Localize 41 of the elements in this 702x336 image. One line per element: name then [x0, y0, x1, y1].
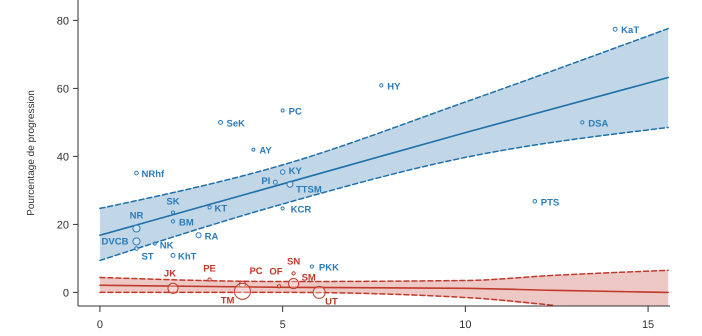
- annotation: PI: [261, 176, 270, 188]
- annotation: AY: [259, 146, 272, 157]
- annotation: DSA: [588, 118, 608, 130]
- annotation: NRhf: [141, 169, 165, 180]
- annotation: PE: [203, 263, 216, 274]
- annotation: BM: [179, 217, 194, 228]
- y-axis-title: Pourcentage de progression: [26, 90, 37, 216]
- annotation: KCR: [290, 204, 312, 216]
- annotation: DVCB: [102, 236, 129, 248]
- annotation: PTS: [540, 197, 560, 208]
- annotation: ST: [141, 252, 154, 263]
- annotation: SM: [302, 272, 316, 284]
- annotation: KaT: [621, 25, 640, 36]
- annotation: PC: [288, 106, 302, 118]
- annotation: PKK: [318, 262, 340, 274]
- annotation: TTSM: [296, 184, 322, 196]
- x-tick-label: 5: [280, 319, 286, 331]
- y-tick-label: 20: [56, 219, 69, 232]
- annotation: RA: [204, 231, 218, 242]
- line-series: [99, 284, 669, 294]
- y-tick-label: 40: [56, 151, 69, 164]
- annotation: PC: [249, 266, 263, 278]
- annotation: OF: [269, 266, 283, 278]
- annotation: SeK: [226, 118, 246, 130]
- annotation: KT: [214, 203, 228, 214]
- x-tick-label: 0: [96, 319, 103, 331]
- annotation: JK: [164, 268, 176, 280]
- annotation: NK: [160, 240, 174, 252]
- annotation: KY: [288, 166, 303, 178]
- y-tick-label: 60: [56, 83, 69, 96]
- y-tick-label: 80: [56, 15, 69, 28]
- annotation: KhT: [178, 251, 197, 262]
- annotation: SN: [287, 256, 300, 268]
- annotation: HY: [387, 81, 402, 92]
- annotation: TM: [220, 295, 235, 306]
- x-tick-label: 15: [642, 319, 654, 331]
- x-tick-label: 10: [459, 319, 472, 331]
- y-tick-label: 0: [62, 287, 69, 300]
- annotation: UT: [325, 296, 338, 308]
- annotation: SK: [166, 196, 180, 208]
- annotation: NR: [130, 210, 144, 222]
